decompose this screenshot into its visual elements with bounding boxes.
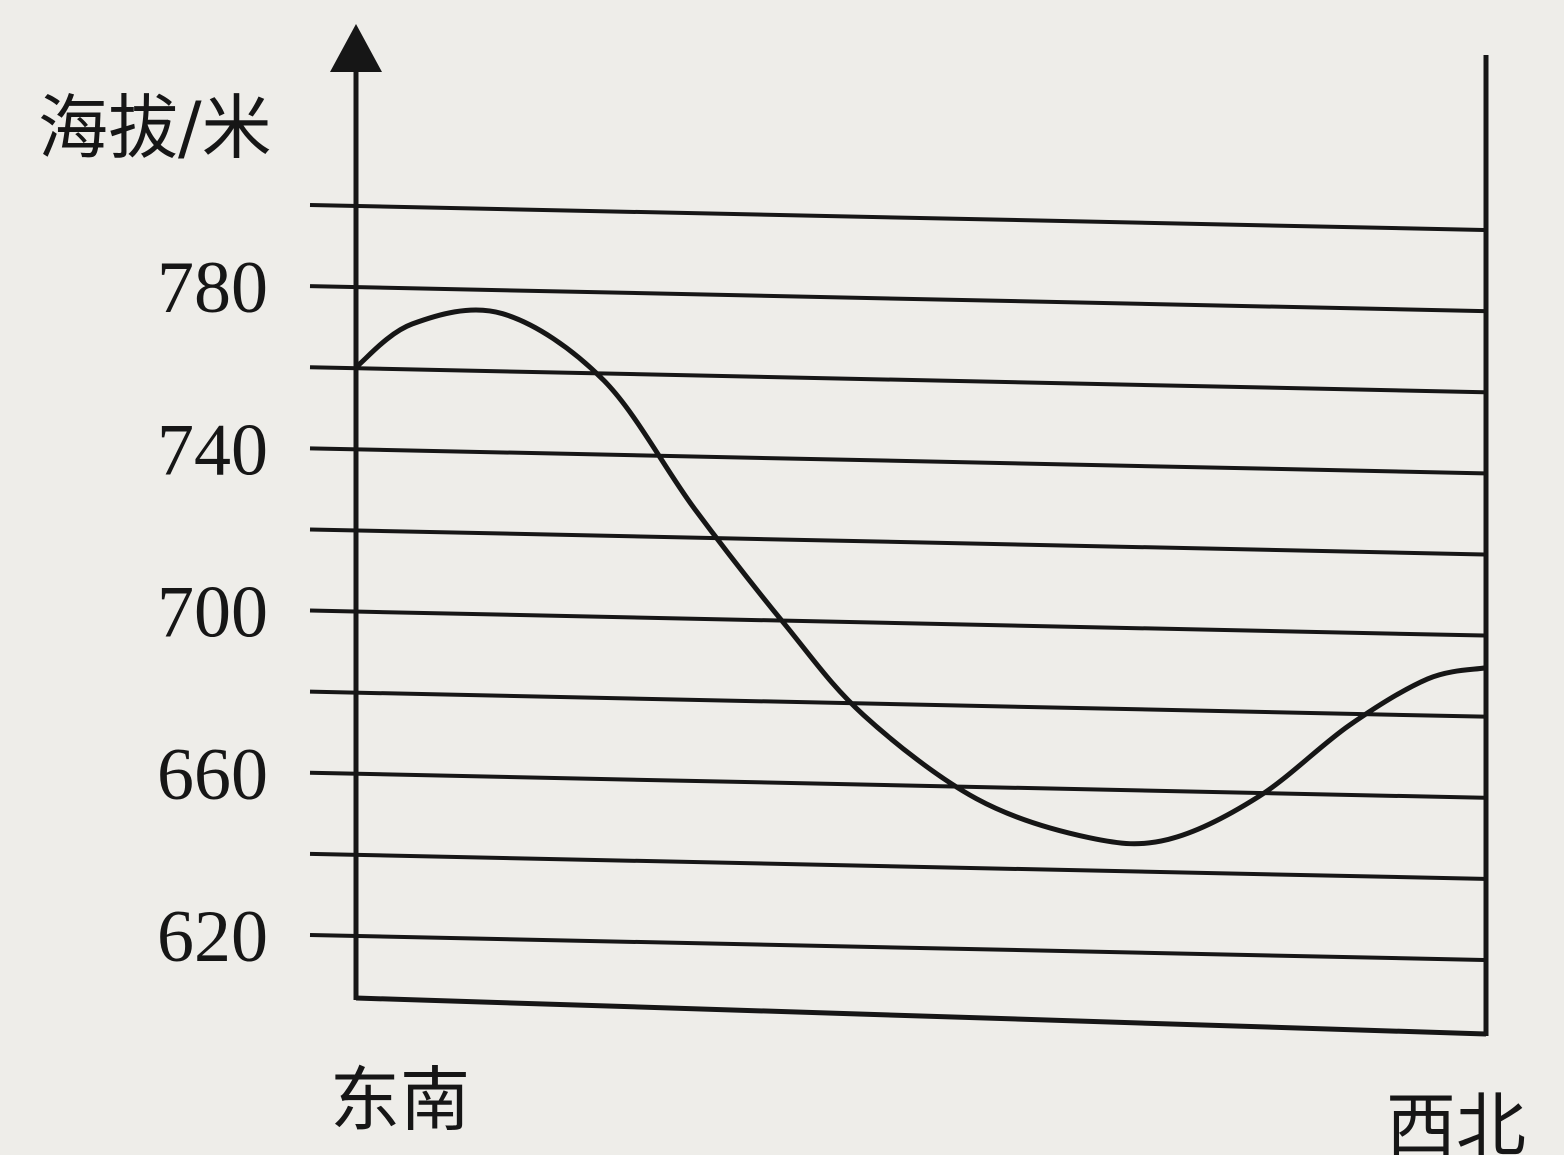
y-axis-arrow-icon: [330, 24, 382, 72]
grid-line-780: [309, 284, 1485, 314]
x-end-label: 西北: [1386, 1085, 1526, 1155]
y-tick-label-700: 700: [157, 572, 268, 654]
grid-line-760: [309, 365, 1485, 395]
grid-line-800: [309, 203, 1485, 232]
grid-line-680: [309, 689, 1485, 719]
y-tick-label-660: 660: [157, 734, 268, 816]
y-tick-label-780: 780: [157, 247, 268, 329]
grid-line-640: [309, 851, 1485, 881]
grid-line-660: [309, 770, 1485, 800]
y-tick-label-740: 740: [157, 409, 268, 491]
y-tick-label-620: 620: [157, 896, 268, 978]
grid-line-700: [309, 608, 1485, 638]
y-tick-labels: 620 660 700 740 780: [157, 247, 268, 978]
grid-lines: [309, 203, 1485, 962]
grid-line-720: [309, 527, 1485, 557]
x-axis: [355, 995, 1487, 1037]
x-start-label: 东南: [330, 1059, 470, 1141]
y-axis-label: 海拔/米: [38, 87, 272, 169]
grid-line-740: [309, 446, 1485, 476]
grid-line-620: [309, 933, 1485, 962]
elevation-profile-line: [353, 307, 1487, 847]
